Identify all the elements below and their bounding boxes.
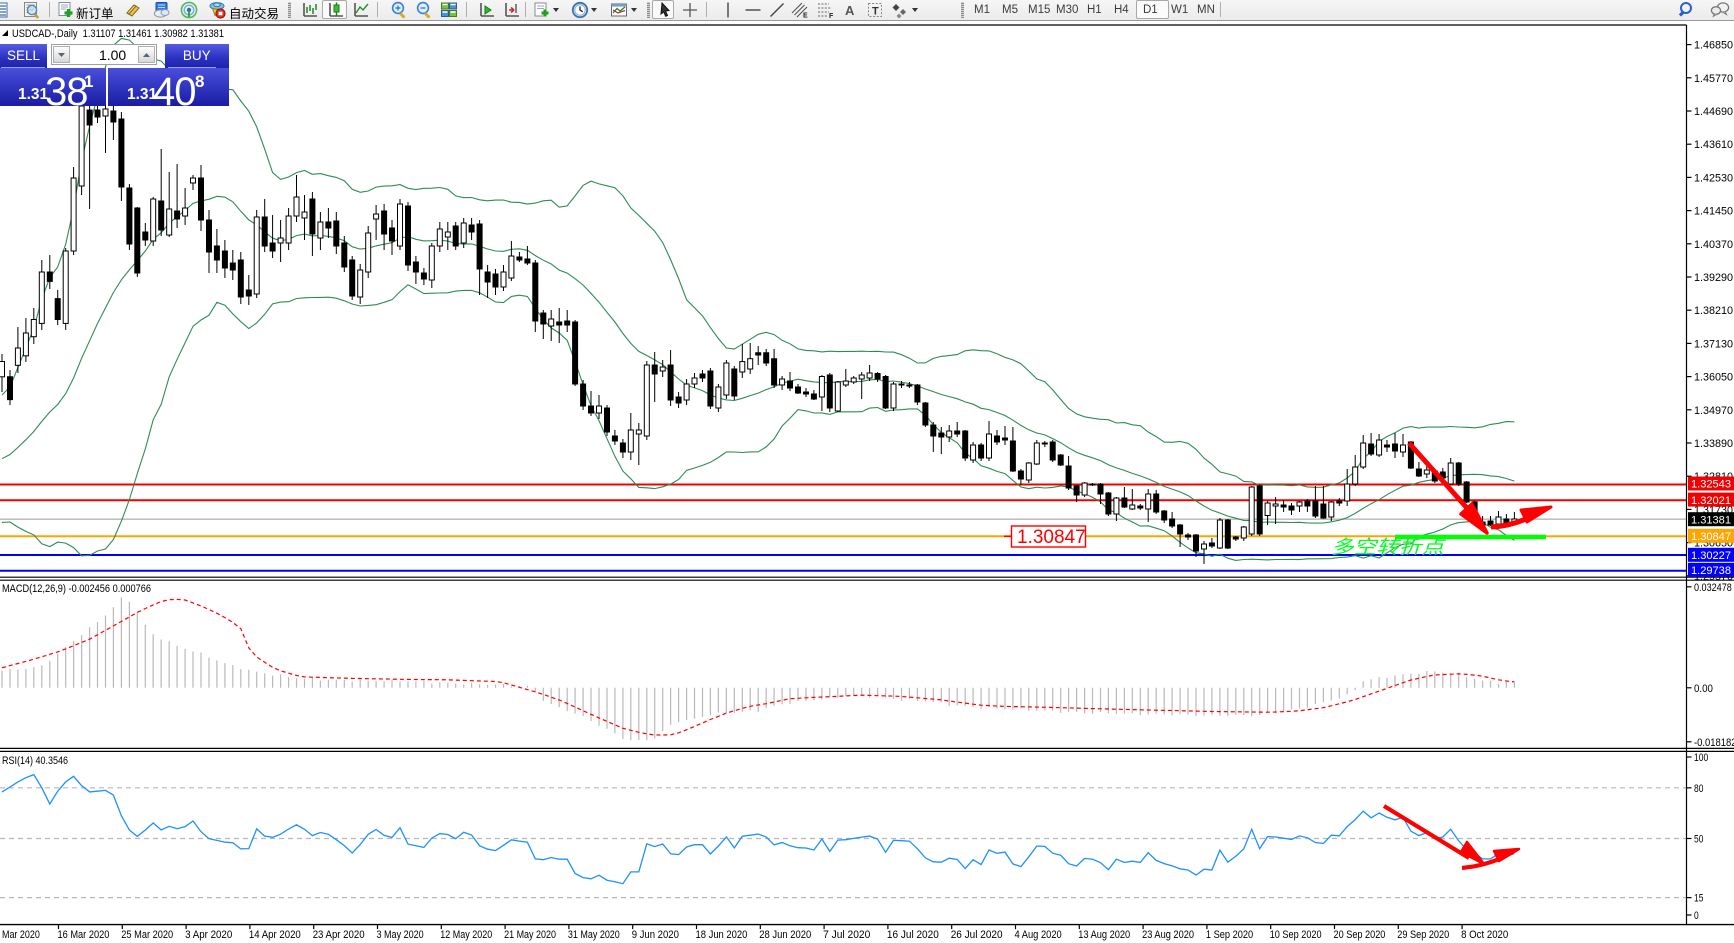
svg-text:USDCAD-,Daily 1.31107 1.31461: USDCAD-,Daily 1.31107 1.31461 1.30982 1.… (12, 28, 224, 40)
svg-text:1.33890: 1.33890 (1694, 438, 1733, 450)
svg-text:26 Jul 2020: 26 Jul 2020 (951, 929, 1003, 941)
svg-text:1.31381: 1.31381 (1691, 514, 1731, 526)
svg-text:1.30227: 1.30227 (1691, 550, 1731, 562)
svg-text:31 May 2020: 31 May 2020 (568, 929, 620, 941)
svg-text:20 Sep 2020: 20 Sep 2020 (1334, 929, 1386, 941)
svg-text:1.39290: 1.39290 (1694, 272, 1733, 284)
svg-text:MACD(12,26,9) -0.002456 0.0007: MACD(12,26,9) -0.002456 0.000766 (2, 583, 151, 595)
svg-text:80: 80 (1694, 783, 1703, 795)
svg-text:0.032478: 0.032478 (1694, 582, 1732, 594)
svg-text:0: 0 (1694, 910, 1699, 922)
svg-text:12 May 2020: 12 May 2020 (440, 929, 492, 941)
svg-text:0.00: 0.00 (1694, 683, 1713, 695)
svg-text:3 Apr 2020: 3 Apr 2020 (185, 929, 232, 941)
svg-text:10 Sep 2020: 10 Sep 2020 (1270, 929, 1322, 941)
svg-text:F: F (829, 13, 834, 19)
svg-text:25 Mar 2020: 25 Mar 2020 (121, 929, 173, 941)
svg-text:14 Apr 2020: 14 Apr 2020 (249, 929, 301, 941)
svg-text:1.44690: 1.44690 (1694, 106, 1733, 118)
svg-text:1.38210: 1.38210 (1694, 305, 1733, 317)
svg-text:1 Sep 2020: 1 Sep 2020 (1206, 929, 1253, 941)
svg-text:15: 15 (1694, 893, 1703, 905)
svg-text:1.46850: 1.46850 (1694, 40, 1733, 52)
svg-text:1.36050: 1.36050 (1694, 372, 1733, 384)
svg-text:1.30847: 1.30847 (1017, 527, 1086, 548)
svg-text:16 Jul 2020: 16 Jul 2020 (887, 929, 939, 941)
svg-text:-0.018182: -0.018182 (1694, 737, 1734, 749)
svg-text:多空转折点: 多空转折点 (1331, 537, 1446, 559)
svg-text:4 Aug 2020: 4 Aug 2020 (1015, 929, 1062, 941)
svg-text:1.40370: 1.40370 (1694, 239, 1733, 251)
svg-text:T: T (872, 6, 879, 18)
svg-text:1.45770: 1.45770 (1694, 73, 1733, 85)
svg-text:1.34970: 1.34970 (1694, 405, 1733, 417)
svg-text:28 Jun 2020: 28 Jun 2020 (759, 929, 811, 941)
svg-text:7 Jul 2020: 7 Jul 2020 (823, 929, 870, 941)
svg-text:1.41450: 1.41450 (1694, 206, 1733, 218)
svg-text:E: E (803, 13, 808, 20)
svg-text:100: 100 (1694, 752, 1708, 764)
svg-text:8 Oct 2020: 8 Oct 2020 (1461, 929, 1508, 941)
svg-text:23 Apr 2020: 23 Apr 2020 (313, 929, 365, 941)
svg-text:1.32021: 1.32021 (1691, 495, 1731, 507)
svg-text:1.42530: 1.42530 (1694, 172, 1733, 184)
svg-text:RSI(14) 40.3546: RSI(14) 40.3546 (2, 755, 68, 767)
svg-text:29 Sep 2020: 29 Sep 2020 (1397, 929, 1449, 941)
svg-text:23 Aug 2020: 23 Aug 2020 (1142, 929, 1194, 941)
svg-text:1.37130: 1.37130 (1694, 338, 1733, 350)
svg-text:Mar 2020: Mar 2020 (2, 929, 40, 941)
svg-text:1.43610: 1.43610 (1694, 139, 1733, 151)
svg-text:13 Aug 2020: 13 Aug 2020 (1078, 929, 1130, 941)
svg-text:1.30847: 1.30847 (1691, 531, 1731, 543)
svg-text:21 May 2020: 21 May 2020 (504, 929, 556, 941)
svg-text:9 Jun 2020: 9 Jun 2020 (632, 929, 679, 941)
svg-text:3 May 2020: 3 May 2020 (377, 929, 424, 941)
svg-text:16 Mar 2020: 16 Mar 2020 (58, 929, 110, 941)
svg-text:18 Jun 2020: 18 Jun 2020 (696, 929, 748, 941)
svg-text:1.29738: 1.29738 (1691, 565, 1731, 577)
svg-text:1.32543: 1.32543 (1691, 479, 1731, 491)
svg-text:50: 50 (1694, 834, 1703, 846)
